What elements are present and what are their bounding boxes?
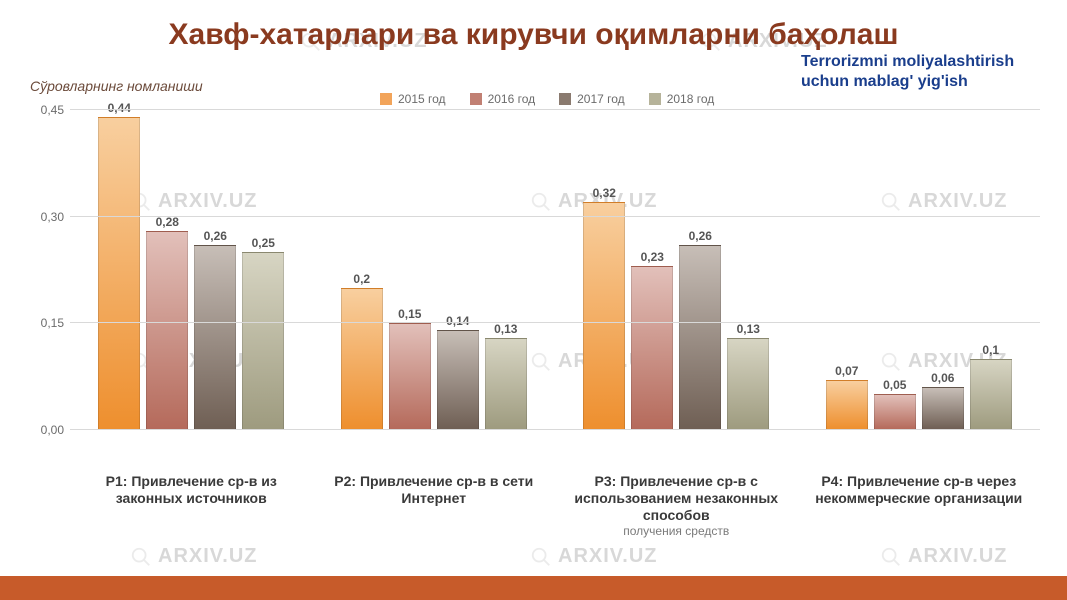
bar xyxy=(485,338,527,430)
bar xyxy=(194,245,236,430)
bar-wrap: 0,23 xyxy=(631,250,673,430)
x-label-main: Р2: Привлечение ср-в в сети Интернет xyxy=(334,473,533,506)
y-tick-label: 0,00 xyxy=(41,423,64,437)
x-axis-label: Р2: Привлечение ср-в в сети Интернет xyxy=(313,473,556,538)
y-tick-label: 0,15 xyxy=(41,316,64,330)
side-note: Terrorizmni moliyalashtirish uchun mabla… xyxy=(801,52,1031,92)
watermark-text: ARXIV.UZ xyxy=(158,545,258,568)
legend-item: 2015 год xyxy=(380,92,446,106)
bar xyxy=(242,252,284,430)
x-axis-label: Р4: Привлечение ср-в через некоммерчески… xyxy=(798,473,1041,538)
bar xyxy=(341,288,383,430)
bar-value-label: 0,1 xyxy=(982,343,999,357)
bar-wrap: 0,15 xyxy=(389,307,431,430)
magnify-icon xyxy=(530,546,552,568)
bar-group: 0,2 0,15 0,14 0,13 xyxy=(313,272,556,430)
bottom-accent-bar xyxy=(0,576,1067,600)
bar xyxy=(679,245,721,430)
watermark: ARXIV.UZ xyxy=(130,545,258,568)
bar-wrap: 0,32 xyxy=(583,186,625,430)
bar xyxy=(874,394,916,430)
bar-wrap: 0,2 xyxy=(341,272,383,430)
bar xyxy=(146,231,188,430)
gridline xyxy=(70,109,1040,110)
bar-wrap: 0,26 xyxy=(194,229,236,430)
legend-item: 2017 год xyxy=(559,92,625,106)
y-tick-label: 0,45 xyxy=(41,103,64,117)
watermark: ARXIV.UZ xyxy=(530,545,658,568)
chart-subtitle: Сўровларнинг номланиши xyxy=(30,78,203,94)
legend-item: 2016 год xyxy=(470,92,536,106)
x-label-main: Р4: Привлечение ср-в через некоммерчески… xyxy=(815,473,1022,506)
bar xyxy=(631,266,673,430)
bar-value-label: 0,05 xyxy=(883,378,906,392)
bar-group: 0,44 0,28 0,26 0,25 xyxy=(70,101,313,430)
bar-value-label: 0,13 xyxy=(737,322,760,336)
legend-item: 2018 год xyxy=(649,92,715,106)
legend-swatch xyxy=(559,93,571,105)
bar-value-label: 0,26 xyxy=(204,229,227,243)
bar-wrap: 0,13 xyxy=(727,322,769,430)
bar-value-label: 0,25 xyxy=(252,236,275,250)
bar-value-label: 0,13 xyxy=(494,322,517,336)
legend-label: 2016 год xyxy=(488,92,536,106)
x-axis-label: Р3: Привлечение ср-в с использованием не… xyxy=(555,473,798,538)
bar-wrap: 0,25 xyxy=(242,236,284,430)
watermark: ARXIV.UZ xyxy=(880,545,1008,568)
gridline xyxy=(70,322,1040,323)
bar xyxy=(583,202,625,430)
bar-wrap: 0,13 xyxy=(485,322,527,430)
legend: 2015 год 2016 год 2017 год 2018 год xyxy=(380,92,714,106)
bar xyxy=(826,380,868,430)
bar-wrap: 0,14 xyxy=(437,314,479,430)
legend-label: 2015 год xyxy=(398,92,446,106)
bar-value-label: 0,26 xyxy=(689,229,712,243)
gridline xyxy=(70,429,1040,430)
gridline xyxy=(70,216,1040,217)
bar-wrap: 0,05 xyxy=(874,378,916,430)
x-axis-labels: Р1: Привлечение ср-в из законных источни… xyxy=(70,473,1040,538)
bar-value-label: 0,32 xyxy=(593,186,616,200)
bar-value-label: 0,06 xyxy=(931,371,954,385)
bar-group: 0,32 0,23 0,26 0,13 xyxy=(555,186,798,430)
magnify-icon xyxy=(880,546,902,568)
bar-wrap: 0,44 xyxy=(98,101,140,430)
bar-wrap: 0,26 xyxy=(679,229,721,430)
legend-swatch xyxy=(380,93,392,105)
bar xyxy=(389,323,431,430)
bar-wrap: 0,07 xyxy=(826,364,868,430)
bar xyxy=(98,117,140,430)
y-tick-label: 0,30 xyxy=(41,210,64,224)
legend-label: 2018 год xyxy=(667,92,715,106)
bar-value-label: 0,15 xyxy=(398,307,421,321)
bar-value-label: 0,2 xyxy=(353,272,370,286)
y-axis: 0,000,150,300,45 xyxy=(30,110,70,430)
bar xyxy=(727,338,769,430)
bar-value-label: 0,23 xyxy=(641,250,664,264)
bar xyxy=(437,330,479,430)
legend-swatch xyxy=(470,93,482,105)
bar-group: 0,07 0,05 0,06 0,1 xyxy=(798,343,1041,430)
bar xyxy=(970,359,1012,430)
magnify-icon xyxy=(130,546,152,568)
x-axis-label: Р1: Привлечение ср-в из законных источни… xyxy=(70,473,313,538)
bar-wrap: 0,1 xyxy=(970,343,1012,430)
bar xyxy=(922,387,964,430)
watermark-text: ARXIV.UZ xyxy=(558,545,658,568)
x-label-sub: получения средств xyxy=(563,524,790,538)
bar-value-label: 0,28 xyxy=(156,215,179,229)
page-title: Хавф-хатарлари ва кирувчи оқимларни баҳо… xyxy=(0,18,1067,52)
plot-area: 0,440,280,260,250,20,150,140,130,320,230… xyxy=(70,110,1040,430)
legend-swatch xyxy=(649,93,661,105)
x-label-main: Р3: Привлечение ср-в с использованием не… xyxy=(574,473,778,523)
x-label-main: Р1: Привлечение ср-в из законных источни… xyxy=(106,473,277,506)
bar-value-label: 0,07 xyxy=(835,364,858,378)
watermark-text: ARXIV.UZ xyxy=(908,545,1008,568)
legend-label: 2017 год xyxy=(577,92,625,106)
bar-chart: 0,000,150,300,45 0,440,280,260,250,20,15… xyxy=(30,110,1040,470)
bar-wrap: 0,06 xyxy=(922,371,964,430)
